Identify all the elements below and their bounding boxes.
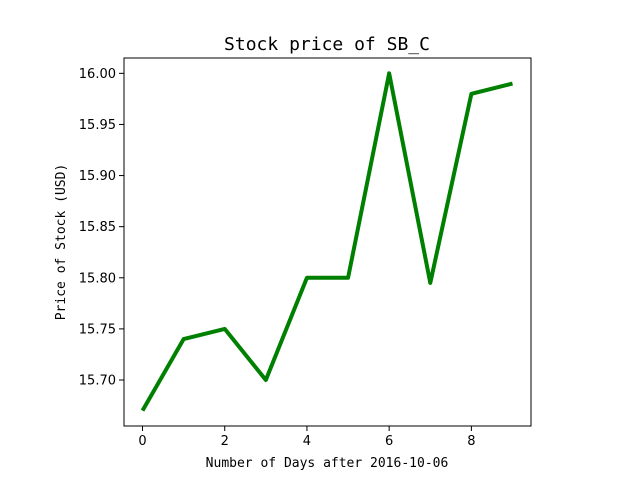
x-tick-label: 4 [303,434,311,449]
y-tick-label: 15.90 [79,169,116,184]
x-tick-label: 8 [467,434,475,449]
y-tick-label: 16.00 [79,67,116,82]
y-tick-label: 15.80 [79,271,116,286]
chart-title: Stock price of SB_C [224,34,430,55]
y-axis-label: Price of Stock (USD) [54,164,69,321]
x-tick-label: 6 [385,434,393,449]
axis-ticks: 0 2 4 6 8 15.70 15.75 15.80 15.85 15.90 15.95 16.00 [79,67,476,449]
x-axis-label: Number of Days after 2016-10-06 [206,456,449,471]
y-tick-label: 15.70 [79,374,116,389]
y-tick-label: 15.95 [79,118,116,133]
plot-area [123,57,532,427]
y-tick-label: 15.85 [79,220,116,235]
x-tick-label: 2 [221,434,229,449]
x-tick-label: 0 [138,434,146,449]
series-line [140,71,513,412]
series-group [140,71,513,412]
y-tick-label: 15.75 [79,322,116,337]
